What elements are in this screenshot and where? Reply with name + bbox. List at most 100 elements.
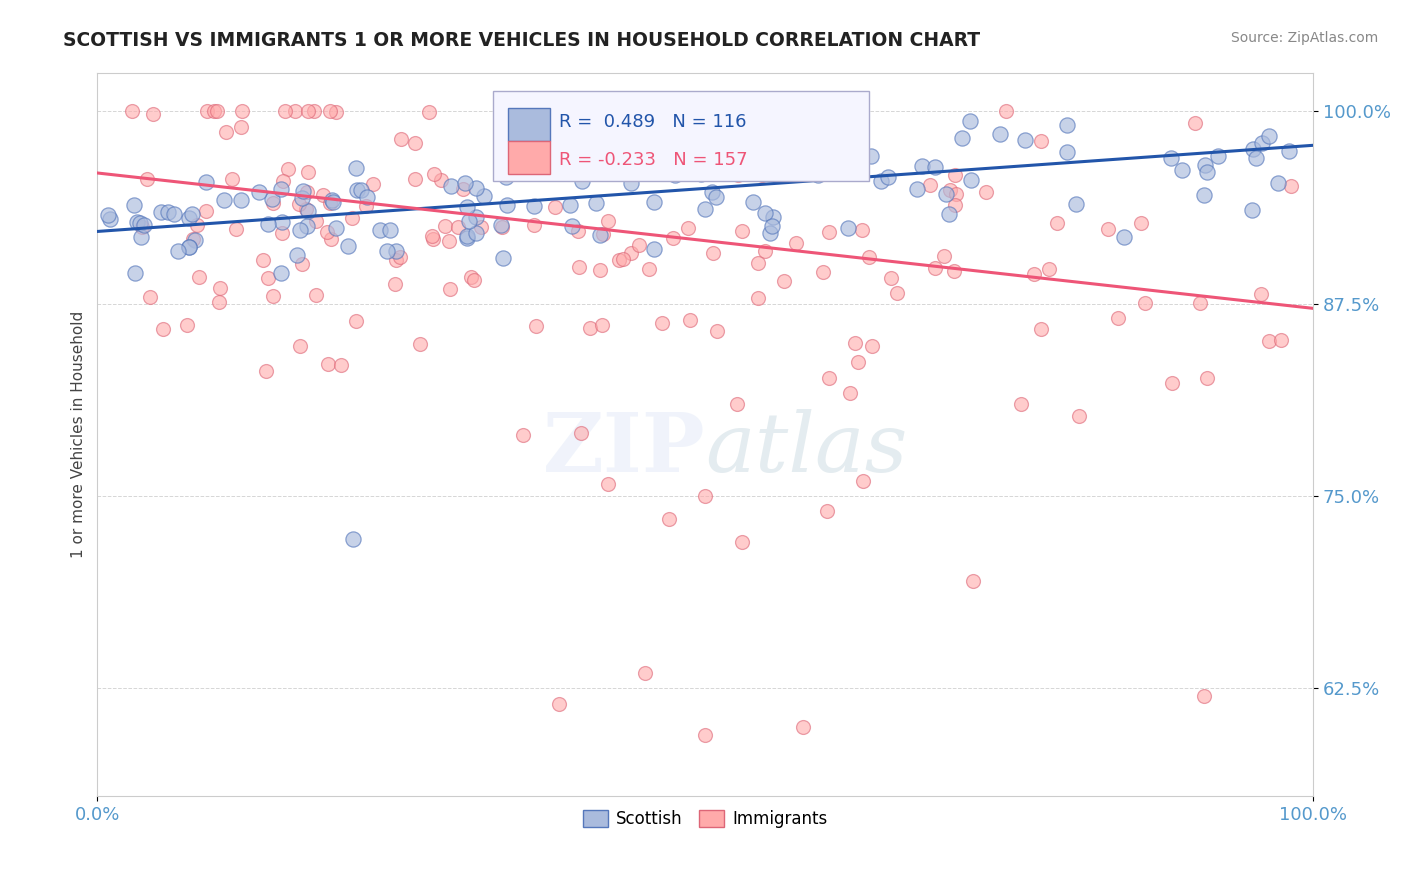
Point [945,187,967,202]
Point [215,125,238,139]
Point [918,178,941,193]
Point [1133,296,1156,310]
Point [807,168,830,182]
Point [1014,133,1036,147]
Point [1010,397,1032,411]
Point [342,532,364,546]
Text: atlas: atlas [706,409,908,489]
Point [344,314,367,328]
Point [454,176,477,190]
Point [962,574,984,588]
Point [361,177,384,191]
Point [858,250,880,264]
Point [291,184,314,198]
Point [270,182,292,196]
Point [950,131,973,145]
Point [627,238,650,252]
Point [662,231,685,245]
Point [195,104,218,119]
Point [924,161,946,175]
Point [212,193,235,207]
Point [346,184,368,198]
Point [491,219,513,234]
Point [886,286,908,301]
Point [911,159,934,173]
Point [420,228,443,243]
Point [569,426,592,441]
Point [567,224,589,238]
Point [325,221,347,235]
Point [422,232,444,246]
Point [131,230,153,244]
Point [305,287,328,301]
Point [727,168,749,182]
Point [254,364,277,378]
Point [844,335,866,350]
Point [607,253,630,268]
Point [321,194,343,208]
Point [689,167,711,181]
Point [179,240,201,254]
Point [860,339,883,353]
Point [297,104,319,119]
Point [725,397,748,411]
Point [180,207,202,221]
Point [754,244,776,259]
Point [877,170,900,185]
Point [257,217,280,231]
Point [474,188,496,202]
Point [1171,163,1194,178]
Point [935,186,957,201]
Point [440,179,463,194]
Point [1192,689,1215,703]
Point [195,203,218,218]
Point [229,120,252,134]
Point [523,218,546,232]
Point [274,104,297,119]
Point [512,427,534,442]
Point [612,252,634,267]
Point [129,216,152,230]
Point [1244,151,1267,165]
Point [157,205,180,219]
Point [679,313,702,327]
Point [271,226,294,240]
Point [262,192,284,206]
Point [811,265,834,279]
Point [761,219,783,233]
Point [1267,176,1289,190]
Point [295,186,318,200]
Point [797,153,820,168]
Point [290,339,312,353]
Point [492,119,515,133]
Point [285,248,308,262]
Point [1258,334,1281,349]
Y-axis label: 1 or more Vehicles in Household: 1 or more Vehicles in Household [72,311,86,558]
Point [959,173,981,187]
Point [451,182,474,196]
Point [598,213,620,227]
Point [385,253,408,268]
Point [176,318,198,332]
Point [423,167,446,181]
Point [1161,376,1184,391]
Point [316,357,339,371]
Point [437,235,460,249]
Point [315,225,337,239]
Point [643,242,665,256]
Point [1258,128,1281,143]
Point [312,187,335,202]
Point [1112,229,1135,244]
Point [938,207,960,221]
FancyBboxPatch shape [492,91,869,181]
Point [277,161,299,176]
Point [319,232,342,246]
Point [288,223,311,237]
Point [344,161,367,176]
Text: Source: ZipAtlas.com: Source: ZipAtlas.com [1230,31,1378,45]
Point [456,200,478,214]
Point [297,203,319,218]
Point [205,104,228,119]
Point [304,104,326,119]
Point [620,176,643,190]
